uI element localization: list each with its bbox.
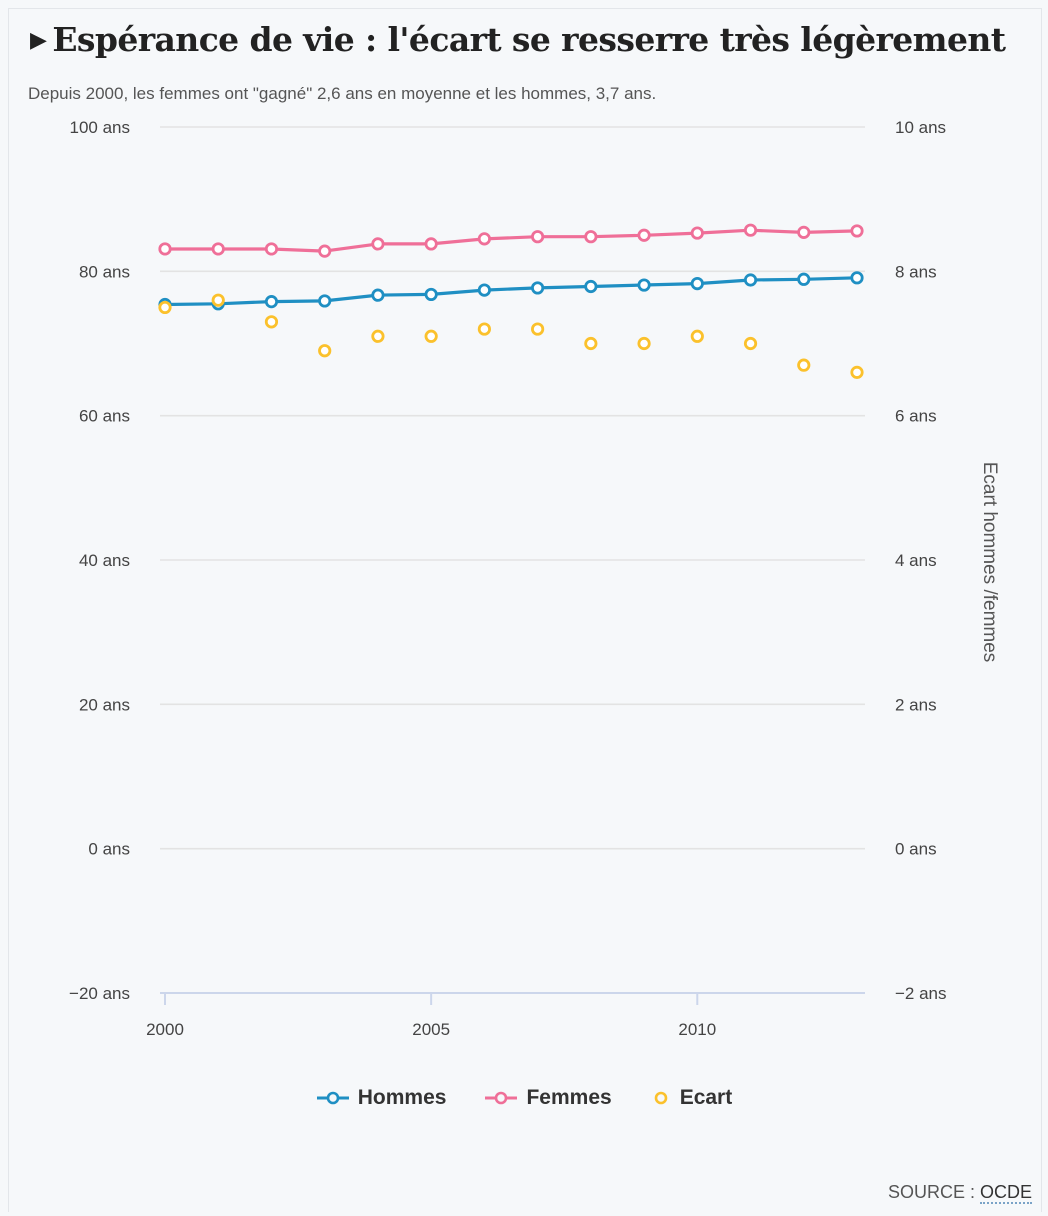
right-tick-label: 10 ans [895,118,946,137]
data-point-hommes[interactable] [264,295,279,309]
right-tick-label: 8 ans [895,262,937,281]
legend-label-femmes: Femmes [526,1086,612,1109]
triangle-right-icon: ▶ [30,27,47,53]
data-point-hommes[interactable] [797,272,811,286]
data-point-femmes[interactable] [424,237,438,251]
data-point-ecart[interactable] [318,344,332,358]
data-point-ecart[interactable] [797,358,811,372]
data-point-hommes[interactable] [424,287,438,302]
left-tick-label: 100 ans [70,118,131,137]
data-point-hommes[interactable] [477,283,491,297]
data-point-ecart[interactable] [584,336,598,351]
data-point-femmes[interactable] [318,244,332,258]
data-point-hommes[interactable] [371,288,385,302]
legend-label-hommes: Hommes [357,1086,447,1109]
data-point-ecart[interactable] [531,322,545,336]
right-tick-label: 0 ans [895,840,937,859]
data-point-femmes[interactable] [211,242,225,256]
left-tick-label: 80 ans [79,262,130,281]
data-point-hommes[interactable] [850,271,864,285]
right-axis-title: Ecart hommes /femmes [979,462,1000,663]
legend-femmes-icon [485,1091,518,1105]
series-ecart [158,293,864,379]
source-note: SOURCE : OCDE [887,1182,1032,1204]
legend-item-hommes[interactable]: Hommes [316,1086,447,1110]
grid-lines [160,126,865,994]
right-tick-label: 4 ans [895,551,937,570]
data-point-ecart[interactable] [158,300,172,315]
data-point-femmes[interactable] [797,225,811,239]
data-point-ecart[interactable] [211,293,225,307]
legend-item-ecart[interactable]: Ecart [650,1086,733,1110]
data-point-femmes[interactable] [637,228,651,242]
x-axis: 2000 2005 2010 [146,993,716,1039]
data-point-ecart[interactable] [637,336,651,351]
right-axis-ticks: −2 ans 0 ans 2 ans 4 ans 6 ans 8 ans 10 ans [895,118,947,1003]
data-point-femmes[interactable] [531,230,545,244]
chart-title-text: Espérance de vie : l'écart se resserre t… [52,20,1006,59]
data-point-ecart[interactable] [477,322,491,336]
left-axis-ticks: −20 ans 0 ans 20 ans 40 ans 60 ans 80 ans 100 … [69,118,130,1003]
x-tick-label: 2000 [146,1020,184,1039]
series-line-hommes [164,276,858,307]
data-point-ecart[interactable] [690,329,704,343]
x-tick-label: 2010 [678,1020,716,1039]
legend-hommes-icon [316,1091,349,1105]
left-tick-label: 60 ans [79,407,130,426]
data-point-hommes[interactable] [584,279,598,294]
source-link[interactable]: OCDE [979,1182,1032,1204]
right-tick-label: 2 ans [895,695,937,714]
series-line-femmes [165,228,858,253]
data-point-femmes[interactable] [850,224,864,238]
legend-label-ecart: Ecart [679,1086,733,1109]
chart-subtitle: Depuis 2000, les femmes ont "gagné" 2,6 … [28,84,657,103]
data-point-hommes[interactable] [531,281,545,295]
data-point-ecart[interactable] [424,329,438,343]
x-tick-label: 2005 [412,1020,450,1039]
right-tick-label: −2 ans [895,984,947,1003]
right-tick-label: 6 ans [895,407,937,426]
data-point-hommes[interactable] [690,277,704,291]
source-label: SOURCE : [887,1182,975,1202]
series-hommes [158,271,864,312]
data-point-femmes[interactable] [743,223,758,237]
data-point-ecart[interactable] [743,336,758,351]
chart-plot: −20 ans 0 ans 20 ans 40 ans 60 ans 80 ans 100 … [69,118,1000,1039]
data-point-femmes[interactable] [371,237,385,251]
data-point-hommes[interactable] [318,294,332,308]
data-point-ecart[interactable] [371,329,385,343]
data-point-ecart[interactable] [850,365,864,379]
legend-ecart-icon [654,1091,667,1105]
left-tick-label: 20 ans [79,695,130,714]
data-point-femmes[interactable] [584,230,598,244]
series-layer [158,223,864,379]
data-point-ecart[interactable] [264,315,279,329]
series-femmes [158,223,864,258]
data-point-hommes[interactable] [743,273,758,287]
left-tick-label: −20 ans [69,984,130,1003]
chart-title: ▶ Espérance de vie : l'écart se resserre … [30,20,1006,59]
data-point-femmes[interactable] [477,232,491,246]
legend: Hommes Femmes Ecart [0,1086,1048,1110]
chart-frame [8,8,1042,1212]
data-point-hommes[interactable] [637,278,651,292]
data-point-femmes[interactable] [158,242,172,256]
left-tick-label: 0 ans [88,840,130,859]
data-point-femmes[interactable] [264,242,279,256]
legend-item-femmes[interactable]: Femmes [484,1086,612,1110]
data-point-femmes[interactable] [690,226,704,240]
left-tick-label: 40 ans [79,551,130,570]
